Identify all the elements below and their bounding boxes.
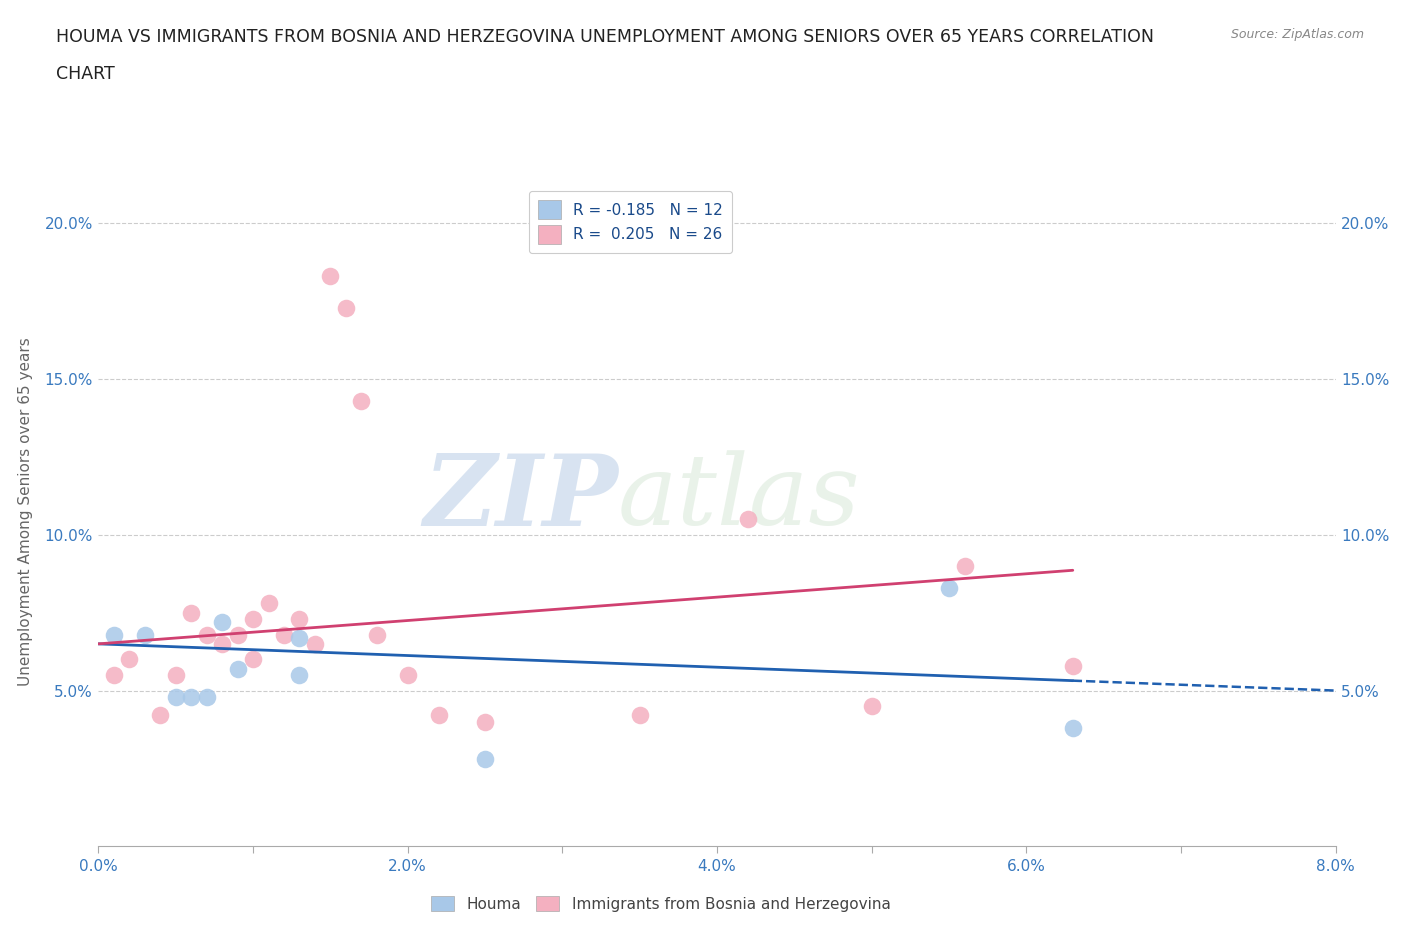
Point bbox=[195, 627, 218, 642]
Point bbox=[226, 627, 249, 642]
Point bbox=[288, 612, 311, 627]
Point bbox=[211, 636, 233, 651]
Point bbox=[103, 627, 125, 642]
Y-axis label: Unemployment Among Seniors over 65 years: Unemployment Among Seniors over 65 years bbox=[18, 338, 34, 686]
Point bbox=[860, 698, 883, 713]
Text: Source: ZipAtlas.com: Source: ZipAtlas.com bbox=[1230, 28, 1364, 41]
Text: ZIP: ZIP bbox=[423, 450, 619, 546]
Point bbox=[1062, 721, 1084, 736]
Point bbox=[226, 661, 249, 676]
Text: HOUMA VS IMMIGRANTS FROM BOSNIA AND HERZEGOVINA UNEMPLOYMENT AMONG SENIORS OVER : HOUMA VS IMMIGRANTS FROM BOSNIA AND HERZ… bbox=[56, 28, 1154, 46]
Point bbox=[242, 612, 264, 627]
Point bbox=[134, 627, 156, 642]
Point bbox=[350, 393, 373, 408]
Point bbox=[165, 689, 187, 704]
Point bbox=[1062, 658, 1084, 673]
Point bbox=[288, 668, 311, 683]
Point bbox=[211, 615, 233, 630]
Point bbox=[180, 689, 202, 704]
Point bbox=[319, 269, 342, 284]
Legend: R = -0.185   N = 12, R =  0.205   N = 26: R = -0.185 N = 12, R = 0.205 N = 26 bbox=[529, 191, 733, 253]
Text: CHART: CHART bbox=[56, 65, 115, 83]
Legend: Houma, Immigrants from Bosnia and Herzegovina: Houma, Immigrants from Bosnia and Herzeg… bbox=[425, 889, 897, 918]
Point bbox=[304, 636, 326, 651]
Text: atlas: atlas bbox=[619, 450, 860, 546]
Point bbox=[180, 605, 202, 620]
Point bbox=[273, 627, 295, 642]
Point bbox=[938, 580, 960, 595]
Point bbox=[118, 652, 141, 667]
Point bbox=[737, 512, 759, 526]
Point bbox=[427, 708, 450, 723]
Point bbox=[103, 668, 125, 683]
Point bbox=[149, 708, 172, 723]
Point bbox=[366, 627, 388, 642]
Point bbox=[953, 559, 976, 574]
Point bbox=[165, 668, 187, 683]
Point bbox=[257, 596, 280, 611]
Point bbox=[396, 668, 419, 683]
Point bbox=[288, 631, 311, 645]
Point bbox=[195, 689, 218, 704]
Point bbox=[474, 714, 496, 729]
Point bbox=[628, 708, 651, 723]
Point bbox=[242, 652, 264, 667]
Point bbox=[335, 300, 357, 315]
Point bbox=[474, 751, 496, 766]
